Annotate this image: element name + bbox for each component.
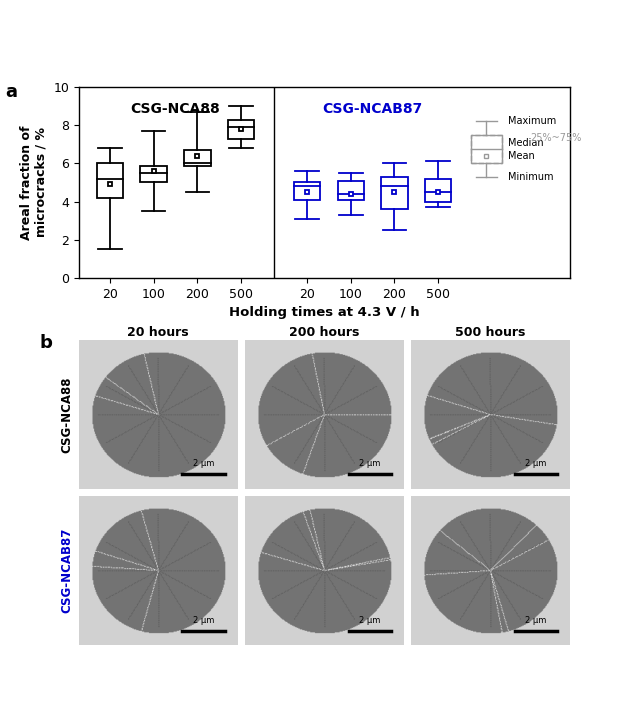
Text: Maximum: Maximum (508, 116, 556, 126)
Text: Median: Median (508, 138, 544, 149)
Bar (294, 183, 320, 199)
Text: Minimum: Minimum (508, 172, 554, 182)
Y-axis label: Areal fraction of
microcracks / %: Areal fraction of microcracks / % (20, 125, 48, 240)
Text: CSG-NCAB87: CSG-NCAB87 (322, 102, 423, 116)
Text: 2 μm: 2 μm (525, 616, 547, 625)
X-axis label: Holding times at 4.3 V / h: Holding times at 4.3 V / h (229, 306, 420, 319)
Text: 2 μm: 2 μm (193, 616, 215, 625)
Bar (337, 181, 364, 199)
Text: 2 μm: 2 μm (525, 460, 547, 468)
Bar (184, 150, 211, 166)
Bar (97, 163, 123, 198)
Bar (228, 120, 254, 139)
Bar (381, 177, 408, 209)
Bar (471, 135, 502, 163)
Text: 2 μm: 2 μm (193, 460, 215, 468)
Title: 200 hours: 200 hours (289, 326, 360, 339)
Title: 500 hours: 500 hours (455, 326, 526, 339)
Text: 2 μm: 2 μm (359, 460, 380, 468)
Text: 25%~75%: 25%~75% (530, 133, 582, 143)
Y-axis label: CSG-NCA88: CSG-NCA88 (61, 376, 73, 452)
Y-axis label: CSG-NCAB87: CSG-NCAB87 (61, 528, 73, 613)
Text: CSG-NCA88: CSG-NCA88 (130, 102, 220, 116)
Bar (141, 166, 166, 183)
Text: a: a (6, 83, 18, 102)
Text: b: b (40, 334, 53, 352)
Bar (425, 178, 451, 202)
Text: 2 μm: 2 μm (359, 616, 380, 625)
Text: Mean: Mean (508, 152, 535, 161)
Title: 20 hours: 20 hours (127, 326, 189, 339)
